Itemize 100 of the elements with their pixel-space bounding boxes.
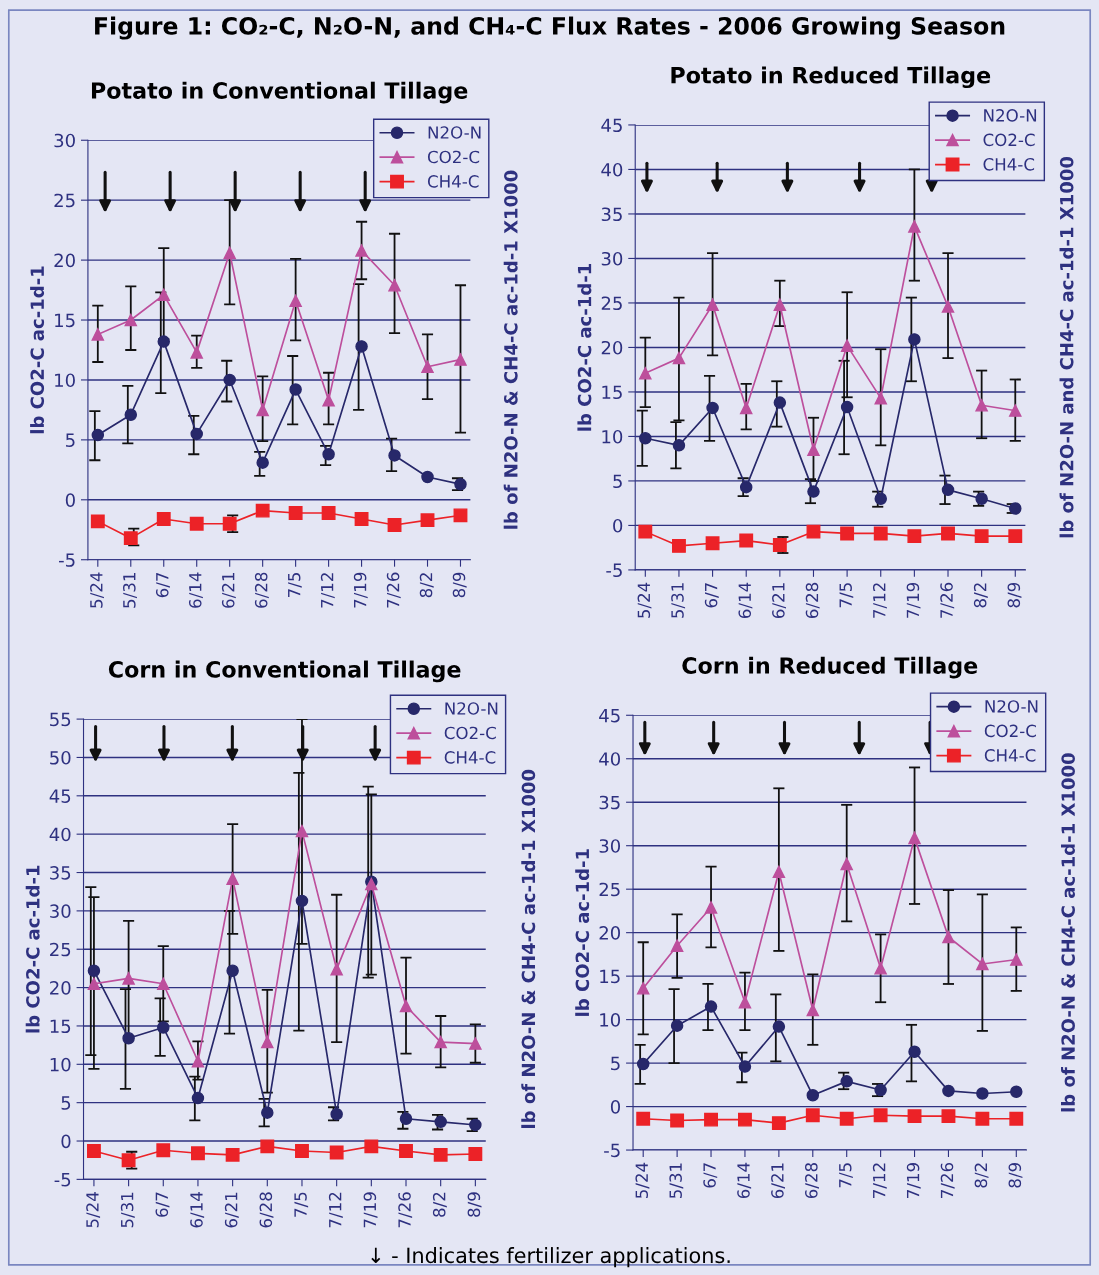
- y-tick-label: -5: [54, 1173, 71, 1187]
- legend-label: N2O-N: [445, 702, 498, 715]
- y-tick-label: 45: [599, 708, 620, 723]
- point: [706, 401, 719, 415]
- y-tick-label: 55: [50, 712, 71, 727]
- x-tick-label: 5/24: [86, 1192, 101, 1228]
- chart-title: Potato in Reduced Tillage: [671, 66, 991, 89]
- y2-axis-title: lb of N2O-N & CH4-C ac-1d-1 X1000: [521, 769, 536, 1128]
- chart-title: Potato in Conventional Tillage: [91, 81, 468, 104]
- point: [706, 298, 719, 311]
- y-tick-label: 20: [54, 253, 75, 268]
- point: [261, 1035, 274, 1049]
- point: [295, 894, 309, 908]
- point: [468, 1147, 483, 1162]
- text: ↓ - Indicates fertilizer applications.: [371, 1247, 730, 1268]
- x-tick-label: 7/12: [328, 1192, 343, 1228]
- point: [226, 964, 239, 977]
- y-tick-label: 20: [50, 981, 71, 995]
- point: [433, 1147, 448, 1162]
- point: [941, 300, 955, 313]
- x-tick-label: 8/2: [419, 573, 434, 598]
- point: [387, 518, 402, 532]
- point: [156, 512, 171, 526]
- point: [354, 512, 369, 526]
- y-tick-label: 30: [50, 904, 71, 918]
- point: [322, 394, 335, 407]
- x-tick-label: 8/9: [467, 1192, 482, 1217]
- caption: Figure 1: CO₂-C, N₂O-N, and CH₄-C Flux Rates - 2006 Growing Season: [95, 16, 1005, 40]
- point: [840, 1075, 853, 1088]
- point: [122, 972, 135, 985]
- point: [772, 1020, 786, 1033]
- y-tick-label: 25: [599, 882, 620, 897]
- x-tick-label: 5/31: [671, 583, 686, 618]
- y-tick-label: 10: [55, 373, 75, 388]
- x-tick-label: 5/31: [669, 1163, 684, 1198]
- point: [975, 399, 988, 412]
- y-tick-label: 30: [54, 133, 75, 148]
- point: [469, 1118, 482, 1132]
- point: [399, 1112, 413, 1126]
- point: [121, 1153, 136, 1168]
- point: [739, 533, 754, 548]
- point: [289, 383, 302, 396]
- point: [840, 857, 853, 871]
- x-tick-label: 7/5: [839, 583, 854, 608]
- y-tick-label: 35: [599, 795, 620, 810]
- point: [157, 288, 171, 302]
- x-tick-label: 5/24: [637, 582, 652, 618]
- y-axis-title: lb CO2-C ac-1d-1: [30, 266, 45, 434]
- point: [87, 964, 101, 977]
- point: [738, 995, 752, 1009]
- point: [704, 1112, 718, 1127]
- point: [223, 246, 236, 260]
- point: [1008, 529, 1023, 544]
- point: [355, 244, 368, 257]
- y2-axis-title: lb of N2O-N & CH4-C ac-1d-1 X1000: [1061, 753, 1075, 1112]
- y-axis-title: lb CO2-C ac-1d-1: [577, 263, 592, 431]
- x-tick-label: 6/28: [254, 572, 269, 608]
- point: [190, 427, 203, 441]
- x-tick-label: 6/14: [188, 572, 203, 608]
- x-tick-label: 7/12: [872, 583, 887, 618]
- point: [329, 1145, 344, 1160]
- point: [122, 1031, 135, 1045]
- x-tick-label: 6/28: [259, 1192, 274, 1228]
- point: [705, 536, 720, 551]
- x-tick-label: 6/28: [805, 582, 820, 618]
- point: [672, 351, 686, 365]
- point: [773, 396, 787, 409]
- point: [807, 443, 820, 457]
- y-axis-title: lb CO2-C ac-1d-1: [25, 865, 40, 1033]
- point: [839, 1111, 854, 1126]
- y-tick-label: 0: [65, 493, 75, 507]
- point: [908, 1045, 921, 1059]
- point: [636, 982, 650, 995]
- y-axis-title: lb CO2-C ac-1d-1: [575, 849, 590, 1016]
- point: [840, 526, 855, 541]
- y-tick-label: 0: [613, 518, 623, 533]
- point: [976, 1087, 989, 1100]
- y-tick-label: 5: [613, 474, 622, 489]
- x-tick-label: 7/26: [940, 1162, 955, 1198]
- point: [772, 538, 787, 552]
- point: [873, 526, 888, 541]
- x-tick-label: 6/7: [704, 583, 719, 608]
- point: [190, 346, 203, 359]
- legend-label: CO2-C: [444, 726, 496, 740]
- point: [773, 298, 787, 311]
- point: [256, 403, 269, 417]
- x-tick-label: 6/7: [703, 1163, 718, 1188]
- y-tick-label: -5: [604, 1143, 620, 1158]
- point: [289, 294, 302, 308]
- point: [670, 1113, 685, 1128]
- legend-label: CH4-C: [427, 175, 479, 188]
- point: [638, 524, 653, 539]
- legend-label: N2O-N: [428, 126, 481, 139]
- x-tick-label: 6/21: [221, 573, 236, 608]
- point: [806, 524, 821, 539]
- point: [124, 313, 138, 327]
- y-tick-label: 15: [50, 1019, 71, 1034]
- x-tick-label: 7/26: [940, 582, 955, 618]
- y-tick-label: 15: [602, 385, 622, 400]
- point: [639, 366, 652, 380]
